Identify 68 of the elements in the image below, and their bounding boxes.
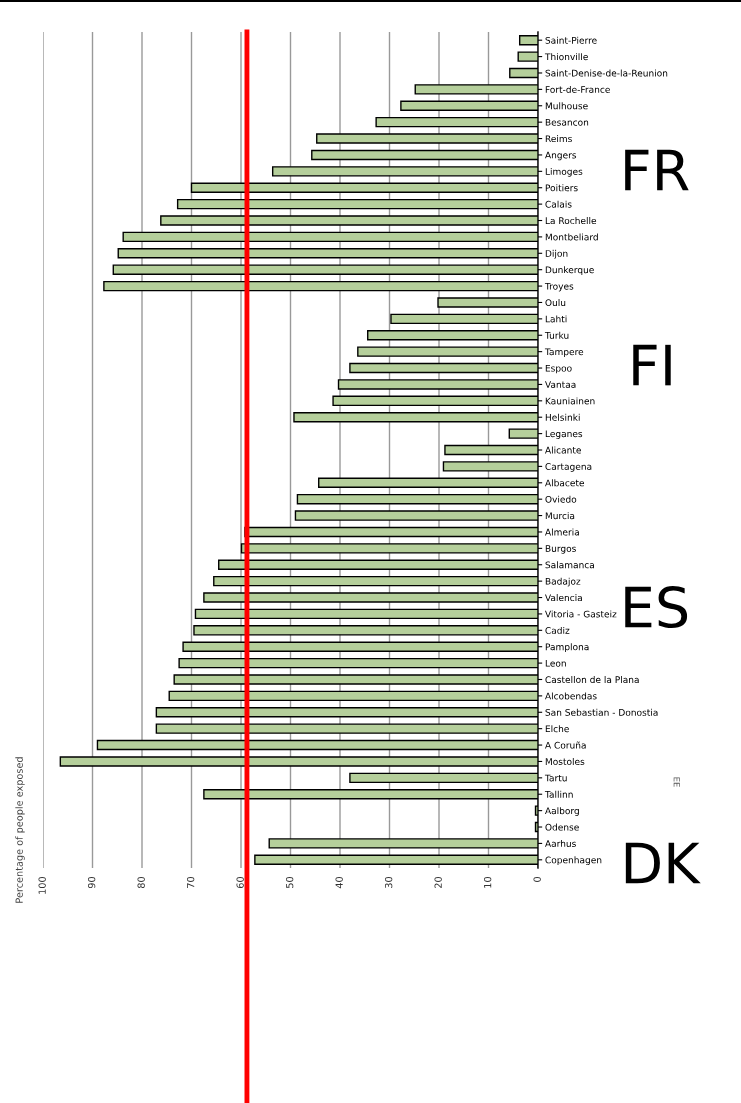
y-tick-label: Aalborg [545, 807, 579, 816]
y-tick-label: Saint-Pierre [545, 36, 597, 44]
y-tick-label: Calais [545, 200, 572, 208]
y-tick-label: Aarhus [545, 839, 576, 847]
y-tick-label: Valencia [545, 594, 582, 602]
y-tick-label: Dijon [545, 249, 568, 259]
y-tick-label: Tallinn [544, 790, 573, 798]
y-tick-label: Troyes [544, 282, 574, 292]
y-tick-label: San Sebastian - Donostia [545, 708, 658, 716]
y-tick-label: Limoges [545, 167, 583, 177]
x-tick-label: 70 [186, 876, 195, 888]
y-tick-label: Albacete [545, 479, 585, 487]
y-tick-label: Leganes [545, 430, 583, 439]
x-tick-label: 80 [137, 876, 145, 889]
y-tick-label: Angers [545, 151, 577, 161]
y-tick-label: Burgos [545, 545, 576, 554]
y-tick-label: Alicante [545, 446, 581, 454]
y-tick-label: Thionville [544, 53, 588, 61]
y-tick-label: Castellon de la Plana [545, 676, 639, 684]
y-tick-label: Lahti [545, 315, 567, 323]
y-tick-label: Espoo [545, 364, 572, 374]
x-tick-label: 20 [434, 876, 442, 888]
y-tick-label: Copenhagen [545, 856, 602, 866]
y-tick-label: Oulu [545, 299, 566, 307]
text: FR [625, 149, 689, 191]
x-tick-label: 90 [87, 876, 96, 889]
x-tick-label: 40 [335, 876, 343, 889]
y-tick-label: Fort-de-France [545, 85, 610, 93]
y-tick-label: Pamplona [545, 643, 589, 653]
y-tick-label: Mostoles [545, 758, 585, 766]
y-tick-label: Reims [545, 135, 572, 143]
y-tick-label: Dunkerque [545, 266, 594, 275]
y-tick-label: Vitoria - Gasteiz [545, 610, 617, 618]
y-tick-label: Salamanca [545, 561, 594, 569]
y-tick-label: Alcobendas [545, 692, 597, 700]
x-tick-label: 10 [483, 876, 492, 888]
y-tick-label: Montbeliard [545, 233, 598, 241]
x-tick-label: 0 [533, 876, 541, 882]
y-tick-label: Cadiz [545, 626, 570, 634]
x-tick-label: 30 [384, 876, 393, 888]
y-tick-label: Saint-Denise-de-la-Reunion [545, 69, 668, 77]
y-tick-label: Poitiers [545, 184, 578, 192]
y-axis-title: Percentage of people exposed [15, 757, 25, 903]
x-tick-label: 100 [38, 876, 46, 894]
y-tick-label: Vantaa [545, 381, 576, 388]
x-tick-label: 50 [285, 876, 294, 888]
y-tick-label: Tartu [544, 774, 567, 782]
y-tick-label: La Rochelle [545, 217, 597, 225]
text: FI [633, 344, 671, 386]
y-tick-label: Turku [544, 331, 569, 339]
text: DK [625, 842, 701, 884]
y-tick-label: Besancon [545, 119, 589, 126]
y-tick-label: Badajoz [545, 577, 581, 587]
y-tick-label: Helsinki [545, 413, 580, 421]
x-tick-label: 60 [236, 876, 244, 889]
y-tick-label: Mulhouse [545, 102, 588, 110]
y-tick-label: Kauniainen [545, 397, 595, 405]
y-tick-label: Almeria [545, 528, 579, 536]
y-tick-label: Odense [545, 823, 579, 831]
y-tick-label: A Coruña [545, 741, 586, 749]
y-tick-label: Leon [545, 659, 566, 667]
y-tick-label: Murcia [545, 512, 575, 520]
text: EE [673, 777, 680, 787]
y-tick-label: Cartagena [545, 463, 592, 472]
y-tick-label: Elche [545, 725, 569, 733]
y-tick-label: Oviedo [545, 495, 577, 503]
y-tick-label: Tampere [544, 348, 584, 357]
text: ES [625, 586, 688, 629]
